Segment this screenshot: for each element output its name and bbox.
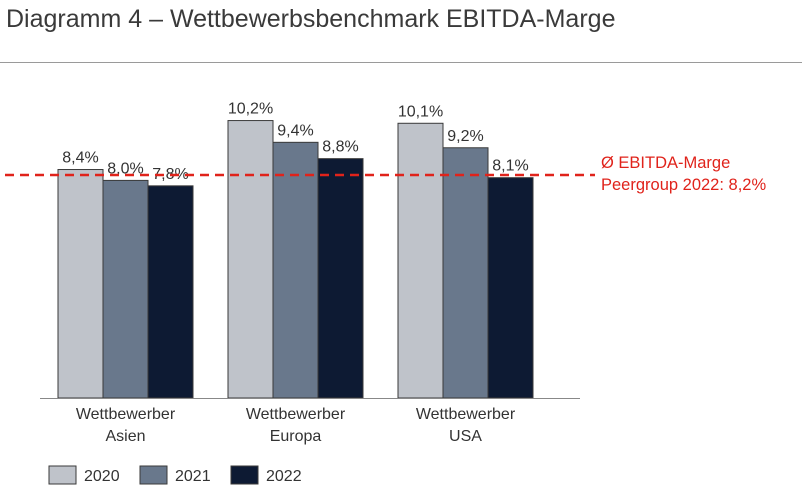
data-label-2020-1: 10,2% <box>228 101 273 118</box>
legend-label-2021: 2021 <box>175 468 211 485</box>
legend-label-2022: 2022 <box>266 468 302 485</box>
legend-label-2020: 2020 <box>84 468 120 485</box>
category-label-2-0: Wettbewerber <box>416 406 516 423</box>
data-label-2020-0: 8,4% <box>62 150 98 167</box>
bar-2021-0 <box>102 179 149 399</box>
category-label-2-1: USA <box>449 428 482 445</box>
category-label-0-0: Wettbewerber <box>76 406 176 423</box>
bar-2020-0 <box>57 169 104 399</box>
reference-label-0: Ø EBITDA-Marge <box>601 154 730 172</box>
bar-2021-1 <box>272 141 319 399</box>
bar-2022-2 <box>487 177 534 399</box>
category-label-0-1: Asien <box>105 428 145 445</box>
bar-2020-1 <box>227 120 274 399</box>
data-label-2021-2: 9,2% <box>447 128 483 145</box>
page-title: Diagramm 4 – Wettbewerbsbenchmark EBITDA… <box>6 5 616 33</box>
data-label-2021-1: 9,4% <box>277 122 313 139</box>
legend-swatch-2022 <box>230 465 259 485</box>
data-label-2020-2: 10,1% <box>398 103 443 120</box>
category-label-1-1: Europa <box>270 428 322 445</box>
bar-2021-2 <box>442 147 489 399</box>
legend-swatch-2020 <box>48 465 77 485</box>
title-divider <box>0 62 802 63</box>
data-label-2022-1: 8,8% <box>322 139 358 156</box>
data-label-2021-0: 8,0% <box>107 160 143 177</box>
bar-2020-2 <box>397 122 444 399</box>
bar-2022-1 <box>317 158 364 399</box>
reference-label-1: Peergroup 2022: 8,2% <box>601 176 766 194</box>
bar-2022-0 <box>147 185 194 399</box>
category-label-1-0: Wettbewerber <box>246 406 346 423</box>
data-label-2022-2: 8,1% <box>492 158 528 175</box>
legend-swatch-2021 <box>139 465 168 485</box>
